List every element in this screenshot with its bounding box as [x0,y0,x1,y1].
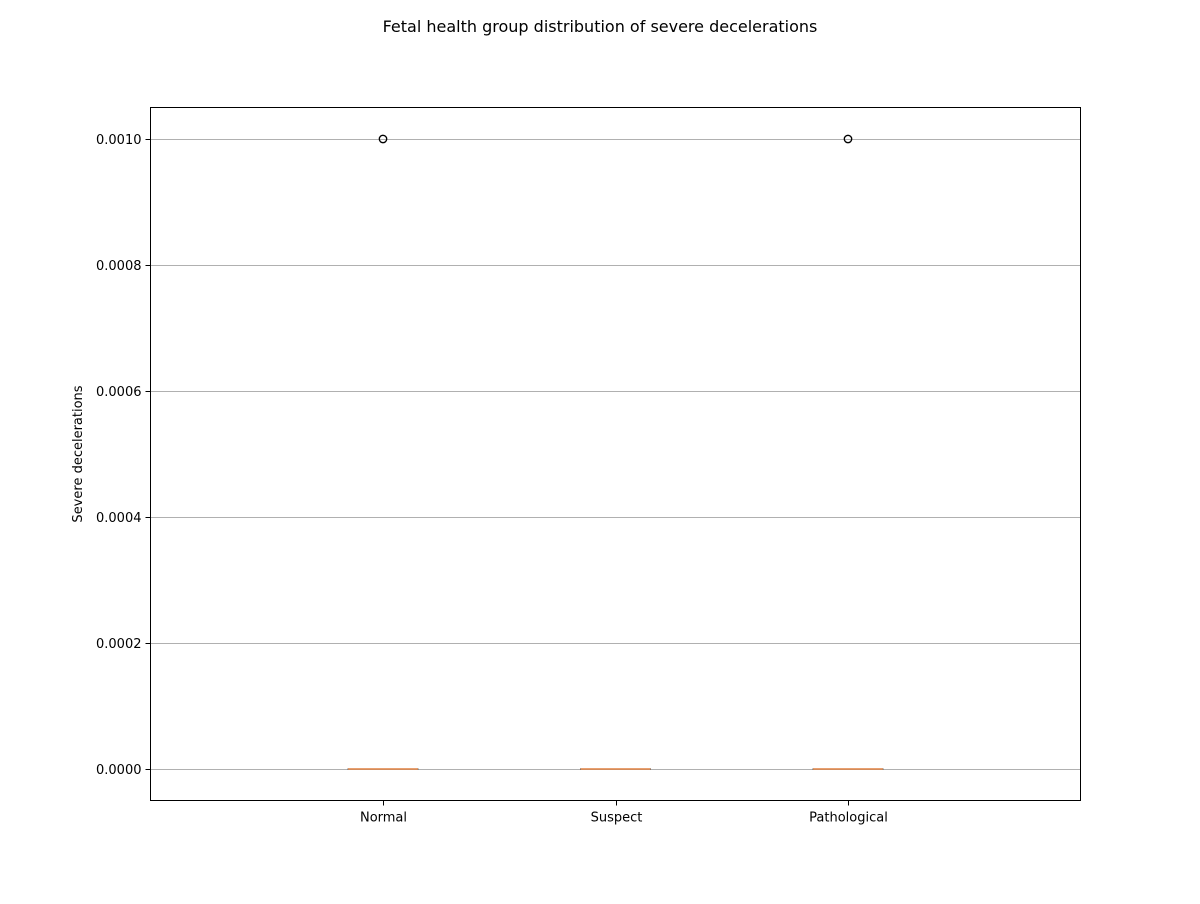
y-tick-label: 0.0002 [96,637,142,652]
x-tick-label: Normal [360,811,407,826]
x-tick-label: Suspect [591,811,643,826]
y-tick-label: 0.0000 [96,763,142,778]
plot-area-frame [151,108,1081,801]
x-tick-label: Pathological [809,811,888,826]
chart-title: Fetal health group distribution of sever… [383,17,818,36]
y-tick-label: 0.0006 [96,385,142,400]
tick-layer: 0.0000 0.0002 0.0004 0.0006 0.0008 0.0010 Norm… [96,133,888,826]
grid-lines [151,140,1081,770]
y-axis-label: Severe decelerations [71,385,86,522]
y-tick-label: 0.0008 [96,259,142,274]
box-layer [348,135,883,769]
y-tick-label: 0.0010 [96,133,142,148]
y-tick-label: 0.0004 [96,511,142,526]
